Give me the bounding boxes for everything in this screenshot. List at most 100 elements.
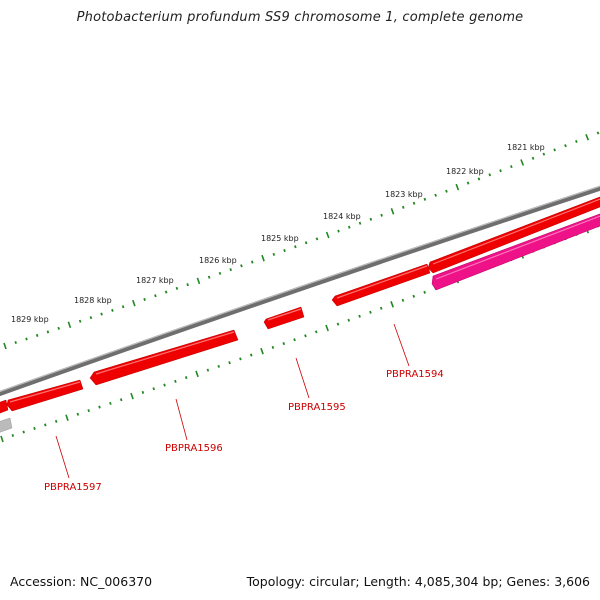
inner-scale-minor-tick: [141, 390, 145, 394]
inner-scale-minor-tick: [401, 298, 405, 302]
inner-scale-minor-tick: [109, 401, 112, 405]
gene-arrow-pink[interactable]: [431, 212, 600, 291]
outer-scale-minor-tick: [380, 213, 383, 217]
inner-scale-major-tick: [130, 392, 134, 400]
inner-scale-minor-tick: [119, 398, 123, 402]
inner-scale-minor-tick: [152, 387, 155, 391]
chromosome-backbone-highlight: [0, 185, 600, 393]
outer-scale-minor-tick: [564, 144, 567, 148]
outer-scale-minor-tick: [423, 197, 427, 201]
leader-line-PBPRA1597: [55, 435, 70, 479]
gene-label-PBPRA1596[interactable]: PBPRA1596: [165, 443, 223, 454]
outer-scale-major-tick: [67, 321, 72, 329]
outer-scale-minor-tick: [510, 165, 513, 169]
outer-scale-major-tick: [325, 231, 330, 239]
inner-scale-major-tick: [325, 324, 329, 332]
inner-scale-minor-tick: [293, 338, 296, 342]
inner-scale-minor-tick: [271, 345, 275, 349]
inner-scale-minor-tick: [184, 376, 188, 380]
inner-scale-minor-tick: [314, 330, 318, 334]
outer-scale-minor-tick: [369, 217, 373, 221]
gene-arrow-PBPRA1596[interactable]: [89, 329, 239, 386]
accession-text: Accession: NC_006370: [10, 574, 153, 589]
inner-scale-minor-tick: [44, 423, 47, 427]
gene-arrow-gray[interactable]: [0, 417, 13, 434]
inner-scale-major-tick: [0, 435, 4, 443]
inner-scale-minor-tick: [87, 409, 90, 413]
inner-scale-minor-tick: [206, 368, 210, 372]
outer-scale-minor-tick: [445, 189, 448, 193]
outer-scale-minor-tick: [121, 305, 125, 309]
inner-scale-major-tick: [65, 414, 69, 422]
outer-scale-minor-tick: [337, 229, 340, 233]
gene-label-PBPRA1595[interactable]: PBPRA1595: [288, 402, 346, 413]
outer-scale-minor-tick: [542, 152, 546, 156]
inner-scale-minor-tick: [347, 318, 351, 322]
genome-summary-text: Topology: circular; Length: 4,085,304 bp…: [246, 574, 590, 589]
inner-scale-minor-tick: [423, 290, 426, 294]
outer-scale-minor-tick: [57, 326, 60, 330]
outer-scale-minor-tick: [283, 248, 286, 253]
outer-scale-minor-tick: [35, 333, 39, 337]
outer-scale-minor-tick: [89, 316, 93, 320]
outer-scale-major-tick: [390, 208, 395, 215]
inner-scale-minor-tick: [358, 314, 361, 318]
inner-scale-minor-tick: [304, 334, 307, 338]
inner-scale-minor-tick: [379, 306, 383, 310]
outer-scale-minor-tick: [575, 139, 578, 144]
outer-scale-minor-tick: [304, 241, 308, 245]
kbp-label-1821: 1821 kbp: [507, 143, 545, 152]
outer-scale-minor-tick: [240, 264, 243, 268]
gene-label-PBPRA1597[interactable]: PBPRA1597: [44, 482, 102, 493]
inner-scale-major-tick: [260, 347, 264, 355]
outer-scale-major-tick: [520, 159, 525, 166]
gene-arrow-PBPRA1594[interactable]: [331, 263, 431, 307]
leader-line-PBPRA1594: [393, 323, 410, 367]
gene-arrow-PBPRA1597[interactable]: [6, 379, 84, 412]
outer-scale-minor-tick: [294, 245, 297, 249]
kbp-label-1825: 1825 kbp: [261, 234, 299, 243]
outer-scale-minor-tick: [154, 294, 157, 298]
kbp-label-1823: 1823 kbp: [385, 190, 423, 199]
outer-scale-minor-tick: [218, 271, 222, 275]
outer-scale-minor-tick: [207, 275, 211, 279]
outer-scale-minor-tick: [272, 252, 276, 256]
outer-scale-ticks: [3, 131, 600, 350]
inner-scale-minor-tick: [282, 341, 286, 346]
gene-arrow-PBPRA1595[interactable]: [263, 306, 305, 330]
leader-line-PBPRA1595: [295, 357, 310, 399]
kbp-label-1828: 1828 kbp: [74, 296, 112, 305]
inner-scale-minor-tick: [33, 426, 36, 430]
inner-scale-minor-tick: [163, 383, 166, 387]
outer-scale-minor-tick: [466, 181, 470, 185]
inner-scale-minor-tick: [336, 322, 340, 326]
inner-scale-minor-tick: [98, 405, 101, 409]
outer-scale-minor-tick: [315, 237, 319, 241]
outer-scale-major-tick: [455, 183, 460, 191]
outer-scale-major-tick: [3, 342, 7, 350]
inner-scale-minor-tick: [22, 430, 25, 434]
outer-scale-minor-tick: [14, 341, 17, 344]
inner-scale-minor-tick: [76, 412, 80, 416]
gene-label-PBPRA1594[interactable]: PBPRA1594: [386, 369, 444, 380]
inner-scale-minor-tick: [11, 434, 15, 437]
outer-scale-minor-tick: [164, 290, 168, 294]
outer-scale-minor-tick: [531, 156, 535, 160]
outer-scale-major-tick: [261, 254, 265, 262]
outer-scale-minor-tick: [25, 337, 28, 341]
outer-scale-minor-tick: [175, 286, 179, 290]
outer-scale-minor-tick: [100, 312, 103, 316]
cds-track: [0, 196, 600, 415]
outer-scale-minor-tick: [186, 283, 189, 287]
outer-scale-minor-tick: [499, 169, 502, 173]
outer-scale-minor-tick: [143, 297, 146, 301]
gene-arrow-PBPRA1597-left[interactable]: [0, 399, 9, 415]
chromosome-backbone: [0, 185, 600, 397]
outer-scale-major-tick: [196, 277, 201, 285]
outer-scale-minor-tick: [358, 221, 362, 225]
leader-line-PBPRA1596: [175, 398, 188, 441]
inner-scale-minor-tick: [249, 353, 253, 357]
outer-scale-minor-tick: [347, 225, 351, 229]
outer-scale-minor-tick: [111, 308, 114, 312]
